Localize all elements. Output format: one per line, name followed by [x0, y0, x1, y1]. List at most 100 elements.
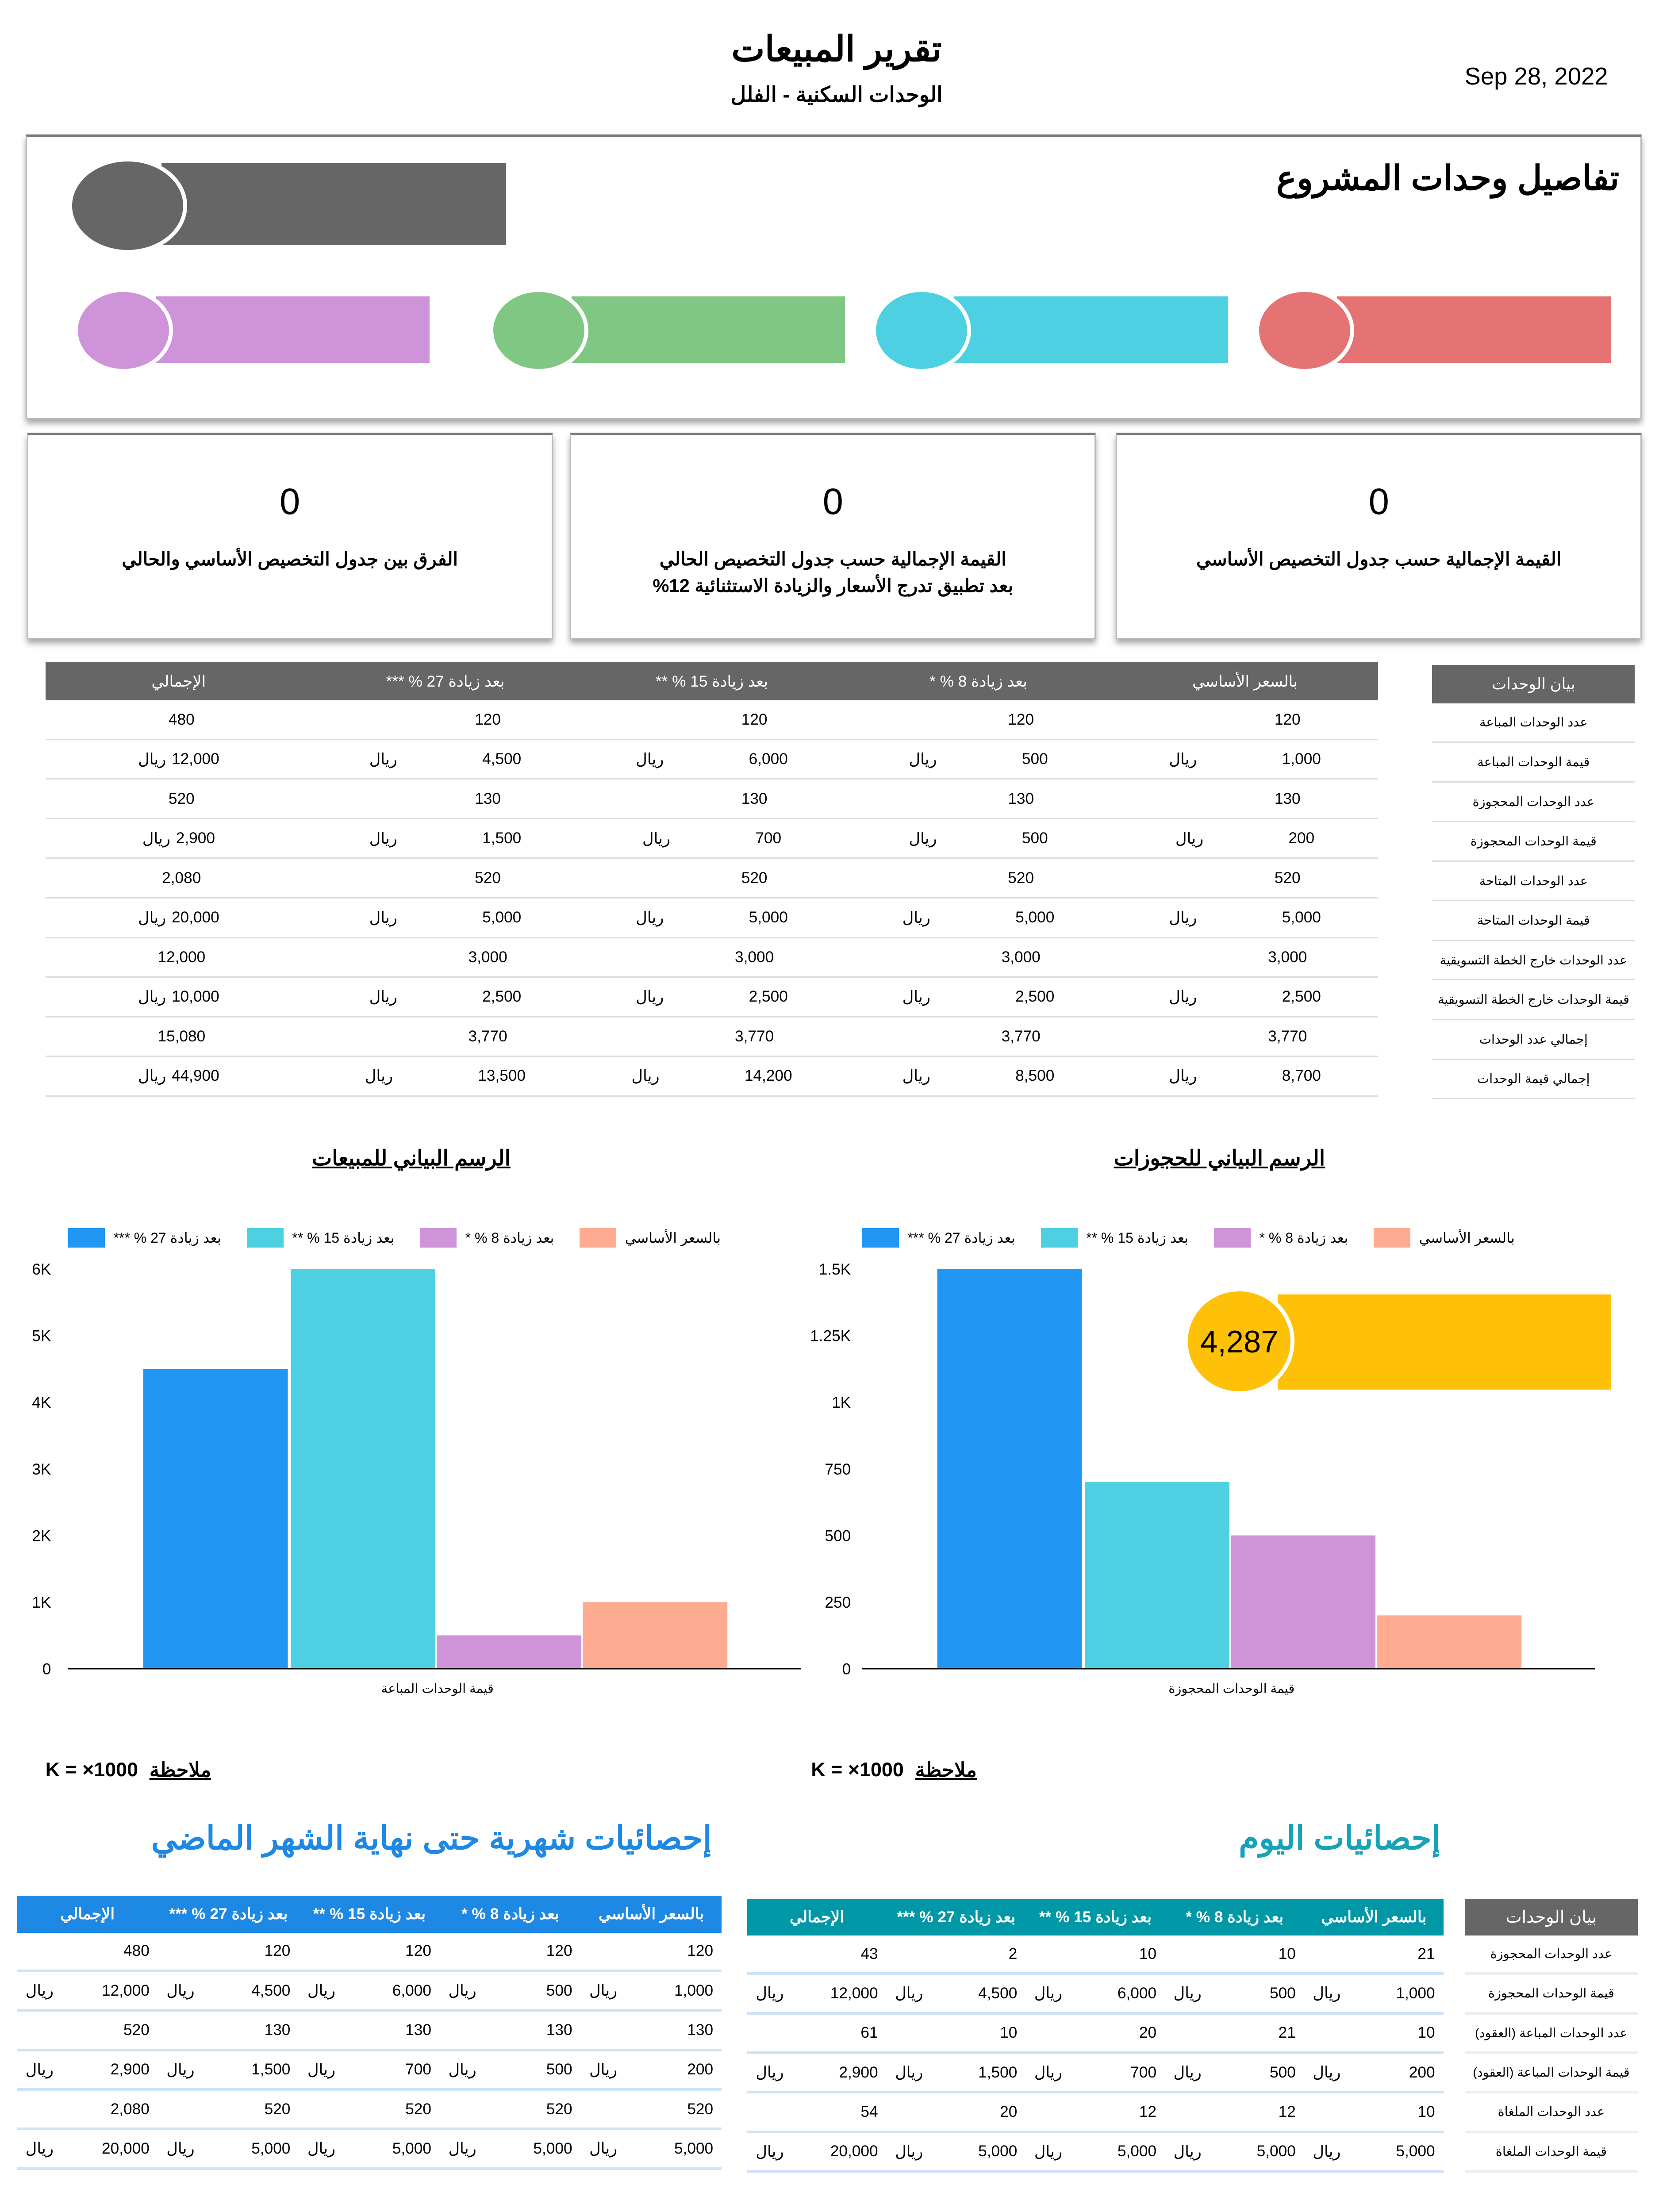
table-row: عدد الوحدات المتاحة — [1432, 861, 1635, 902]
cell-content: 2,900 ريال — [747, 2063, 887, 2081]
cell-value: 10 — [1278, 1945, 1296, 1962]
legend-label: بعد زيادة 27 % *** — [907, 1230, 1015, 1246]
currency-label: ريال — [138, 909, 166, 926]
row-label: قيمة الوحدات المباعة — [1432, 742, 1635, 783]
cell-content: 120 — [845, 711, 1112, 729]
currency-label: ريال — [1173, 2064, 1202, 2081]
cell-value: 12,000 — [171, 750, 219, 768]
row-label: قيمة الوحدات المحجوزة — [1432, 821, 1635, 862]
cell-value: 3,000 — [735, 948, 774, 966]
cell-content: 520 — [1112, 869, 1379, 887]
column-header: بالسعر الأساسي — [599, 1905, 704, 1923]
cell-content: 10,000 ريال — [46, 988, 312, 1006]
table-row: 120 120 120 120 480 — [17, 1932, 722, 1972]
currency-label: ريال — [756, 1985, 784, 2002]
cell-content: 120 — [440, 1942, 581, 1960]
cell-content: 3,770 — [579, 1028, 845, 1045]
cell-value: 4,500 — [978, 1984, 1018, 2002]
cell-content: 3,000 — [579, 949, 845, 966]
table-row: 200 ريال 500 ريال 700 ريال 1,500 ريال 2,900 ريال — [17, 2050, 722, 2091]
cell-content: 5,000 ريال — [158, 2139, 299, 2158]
chart-title: الرسم البياني للمبيعات — [311, 1146, 511, 1170]
cell-value: 500 — [546, 2061, 572, 2078]
cell-content: 480 — [46, 711, 312, 729]
legend-item: بعد زيادة 8 % * — [420, 1228, 554, 1248]
cell-content: 500 ريال — [440, 2061, 581, 2079]
cell-content: 6,000 ريال — [579, 750, 845, 768]
cell-content: 3,000 — [312, 949, 579, 966]
table-cell: 5,000 ريال — [1111, 898, 1379, 938]
table-cell: 200 ريال — [1304, 2052, 1444, 2094]
table-cell: 20 — [1025, 2013, 1165, 2054]
currency-label: ريال — [909, 750, 937, 768]
cell-content: 3,000 — [1112, 949, 1379, 966]
units-labels-table: بيان الوحدات عدد الوحدات المباعة قيمة الو… — [1432, 665, 1635, 1100]
legend-swatch — [580, 1228, 617, 1248]
cell-value: 120 — [1274, 710, 1301, 728]
table-cell: 130 — [158, 2010, 299, 2051]
bookings-chart: الرسم البياني للحجوزات بعد زيادة 27 % ***… — [794, 1134, 1645, 1786]
cell-content: 10 — [1165, 1945, 1304, 1963]
bar-2 — [437, 1636, 582, 1669]
cell-value: 130 — [1008, 790, 1034, 807]
cell-content: 520 — [46, 790, 312, 808]
side-header: بيان الوحدات — [1491, 675, 1575, 693]
cell-content: 130 — [1112, 790, 1379, 808]
table-row: 130 130 130 130 520 — [45, 779, 1379, 819]
cell-value: 700 — [755, 830, 782, 847]
cell-content: 700 ريال — [299, 2061, 440, 2079]
currency-label: ريال — [1034, 2143, 1062, 2160]
table-cell: 3,000 — [578, 937, 845, 978]
table-cell: 1,000 ريال — [580, 1970, 722, 2012]
cell-content: 130 — [440, 2021, 581, 2039]
table-cell: 12,000 ريال — [747, 1974, 887, 2015]
cell-content: 12 — [1165, 2103, 1304, 2121]
table-cell: 5,000 ريال — [299, 2129, 440, 2170]
table-cell: 2,500 ريال — [578, 977, 845, 1018]
y-tick-label: 1.5K — [819, 1261, 851, 1278]
cell-content: 200 ريال — [1112, 830, 1379, 848]
bar-1 — [1084, 1482, 1229, 1669]
cell-content: 4,500 ريال — [312, 750, 579, 768]
cell-value: 700 — [405, 2061, 431, 2078]
row-label: عدد الوحدات المتاحة — [1432, 861, 1635, 902]
cell-value: 3,000 — [1001, 948, 1041, 966]
cell-content: 120 — [158, 1942, 299, 1960]
cell-content: 10 — [1304, 2024, 1444, 2042]
cell-content: 1,500 ريال — [887, 2063, 1026, 2081]
table-cell: 5,000 ريال — [440, 2129, 581, 2170]
legend-item: بالسعر الأساسي — [1373, 1228, 1515, 1248]
cell-value: 2,900 — [110, 2061, 150, 2078]
legend-label: بعد زيادة 27 % *** — [113, 1230, 221, 1246]
cell-content: 120 — [1112, 711, 1379, 729]
column-header: الإجمالي — [151, 672, 206, 690]
cell-content: 15,080 — [46, 1028, 312, 1045]
table-cell: 10 — [1304, 2092, 1444, 2133]
table-cell: 120 — [580, 1932, 722, 1972]
cell-value: 61 — [860, 2024, 878, 2042]
cell-value: 21 — [1278, 2024, 1296, 2042]
cell-content: 6,000 ريال — [1026, 1984, 1165, 2002]
chart-title: الرسم البياني للحجوزات — [1114, 1146, 1325, 1170]
row-label: إجمالي عدد الوحدات — [1432, 1019, 1635, 1060]
pill-cyan — [872, 288, 1229, 373]
cell-value: 20 — [1139, 2024, 1157, 2042]
table-cell: 5,000 ريال — [1304, 2131, 1444, 2173]
cell-value: 6,000 — [392, 1982, 431, 1999]
currency-label: ريال — [589, 2140, 618, 2158]
cell-value: 12 — [1139, 2103, 1157, 2120]
monthly-stats-table: بالسعر الأساسي بعد زيادة 8 % * بعد زيادة 1… — [17, 1896, 722, 2170]
table-row: قيمة الوحدات المباعة — [1432, 742, 1635, 783]
cell-value: 3,770 — [1268, 1027, 1307, 1045]
legend-item: بعد زيادة 27 % *** — [68, 1228, 221, 1248]
table-cell: 3,770 — [1111, 1017, 1379, 1057]
page-title: تقرير المبيعات — [731, 29, 942, 69]
table-cell: 500 ريال — [440, 1970, 581, 2012]
cell-value: 3,770 — [1001, 1027, 1041, 1045]
cell-content: 5,000 ريال — [1026, 2143, 1165, 2161]
currency-label: ريال — [307, 1982, 336, 2000]
table-cell: 1,000 ريال — [1304, 1974, 1444, 2015]
legend-swatch — [1373, 1228, 1411, 1248]
table-cell: 10 — [1025, 1935, 1165, 1975]
table-cell: 10 — [1304, 2013, 1444, 2054]
